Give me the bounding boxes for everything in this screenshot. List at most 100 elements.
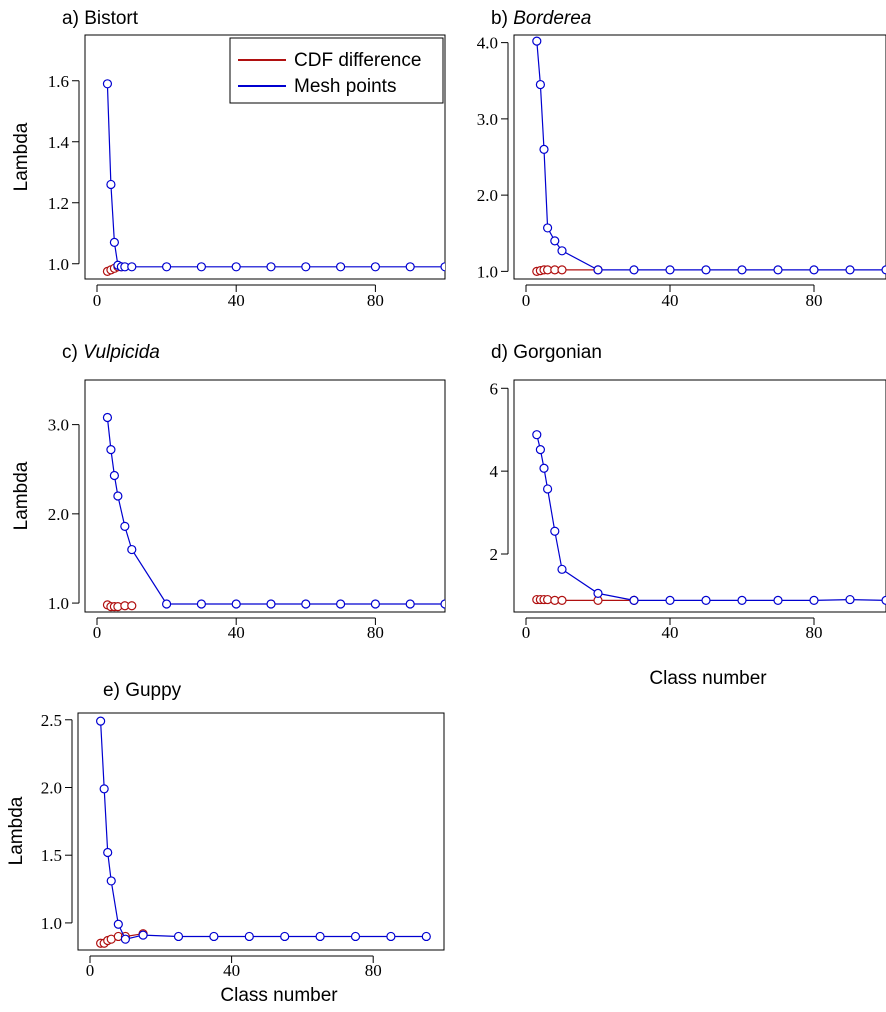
panel-d: d) Gorgonian 0 40 80 2 4 6 Class number xyxy=(490,342,886,689)
mesh-points-point xyxy=(231,599,241,609)
mesh-points-point xyxy=(532,36,542,46)
y-tick-label: 1.6 xyxy=(48,72,69,91)
data-layer xyxy=(532,36,886,276)
mesh-points-point xyxy=(881,265,886,275)
x-tick-label: 80 xyxy=(367,623,384,642)
mesh-points-point xyxy=(701,265,711,275)
x-tick-label: 40 xyxy=(662,291,679,310)
mesh-points-point xyxy=(535,445,546,455)
x-tick-label: 0 xyxy=(522,623,531,642)
mesh-points-point xyxy=(542,484,553,494)
panel-title: c) Vulpicida xyxy=(62,342,160,363)
panel-title-prefix: d) xyxy=(491,342,513,363)
mesh-points-point xyxy=(665,265,675,275)
y-tick-label: 1.0 xyxy=(41,914,62,933)
y-tick-label: 1.0 xyxy=(477,262,498,281)
legend-cdf-label: CDF difference xyxy=(294,50,421,71)
mesh-points-point xyxy=(109,237,120,247)
mesh-points-point xyxy=(315,931,325,942)
mesh-points-point xyxy=(120,934,131,944)
panel-title-name: Guppy xyxy=(125,680,181,701)
data-layer xyxy=(102,79,445,276)
y-tick-label: 2.5 xyxy=(41,711,62,730)
panel-c: c) Vulpicida 0 40 80 1.0 2.0 3.0 Lambda xyxy=(11,342,446,642)
legend-mesh-label: Mesh points xyxy=(294,76,396,97)
mesh-points-point xyxy=(196,599,206,609)
mesh-points-point xyxy=(173,931,184,942)
mesh-points-line xyxy=(106,83,445,268)
panel-title: e) Guppy xyxy=(103,680,182,701)
panel-title-prefix: a) xyxy=(62,8,84,29)
mesh-points-line xyxy=(536,434,886,602)
x-tick-label: 0 xyxy=(93,623,102,642)
mesh-points-point xyxy=(593,265,603,275)
legend: CDF difference Mesh points xyxy=(229,37,444,104)
mesh-points-point xyxy=(196,262,206,272)
plot-frame xyxy=(513,379,886,613)
mesh-points-point xyxy=(106,445,116,455)
mesh-points-point xyxy=(881,595,886,605)
mesh-points-point xyxy=(106,876,116,886)
plot-frame xyxy=(77,712,445,951)
plot-frame xyxy=(84,34,446,280)
mesh-points-point xyxy=(550,236,560,246)
plot-frame xyxy=(513,34,886,280)
mesh-points-point xyxy=(421,931,431,942)
mesh-points-point xyxy=(773,265,783,275)
mesh-points-point xyxy=(280,931,290,942)
mesh-points-point xyxy=(665,595,675,606)
mesh-points-point xyxy=(301,599,311,609)
mesh-points-point xyxy=(386,931,396,942)
y-tick-label: 4 xyxy=(490,462,499,481)
mesh-points-point xyxy=(350,931,361,942)
x-tick-label: 40 xyxy=(228,291,245,310)
legend-box xyxy=(229,37,444,104)
x-tick-label: 80 xyxy=(367,291,384,310)
mesh-points-point xyxy=(532,430,542,440)
mesh-points-point xyxy=(120,521,130,531)
mesh-points-point xyxy=(737,265,747,275)
mesh-points-point xyxy=(102,412,113,423)
mesh-points-point xyxy=(773,595,783,606)
y-tick-label: 2.0 xyxy=(477,186,498,205)
mesh-points-line xyxy=(100,721,427,940)
mesh-points-point xyxy=(593,588,603,598)
mesh-points-point xyxy=(370,599,380,609)
panel-title-name: Borderea xyxy=(513,8,591,29)
x-tick-label: 0 xyxy=(93,291,102,310)
y-axis-label: Lambda xyxy=(11,461,32,530)
mesh-points-point xyxy=(440,599,445,609)
mesh-points-point xyxy=(113,919,123,929)
mesh-points-point xyxy=(127,262,137,272)
y-tick-label: 2 xyxy=(490,545,499,564)
mesh-points-point xyxy=(113,491,123,501)
mesh-points-point xyxy=(106,179,116,190)
y-tick-label: 1.0 xyxy=(48,594,69,613)
mesh-points-point xyxy=(301,262,311,272)
x-axis-label: Class number xyxy=(649,668,767,689)
mesh-points-point xyxy=(809,595,819,606)
mesh-points-point xyxy=(557,246,567,256)
panel-b: b) Borderea 0 40 80 1.0 2.0 3.0 4.0 xyxy=(477,8,886,310)
x-tick-label: 40 xyxy=(662,623,679,642)
mesh-points-point xyxy=(629,265,639,275)
x-tick-label: 40 xyxy=(223,961,240,980)
mesh-points-point xyxy=(845,594,855,605)
mesh-points-point xyxy=(405,262,415,272)
panel-a: a) Bistort 0 40 80 1.0 1.2 1.4 1.6 Lambda xyxy=(11,8,446,310)
mesh-points-point xyxy=(96,716,106,726)
mesh-points-point xyxy=(138,930,148,940)
cdf-difference-point xyxy=(127,601,137,611)
mesh-points-point xyxy=(336,262,346,272)
x-axis-label: Class number xyxy=(220,985,338,1006)
mesh-points-point xyxy=(209,931,219,942)
panel-title-prefix: e) xyxy=(103,680,125,701)
mesh-points-point xyxy=(539,144,549,154)
mesh-points-point xyxy=(102,79,113,89)
mesh-points-point xyxy=(266,262,276,272)
x-tick-label: 80 xyxy=(806,623,823,642)
panel-title: d) Gorgonian xyxy=(491,342,602,363)
mesh-points-point xyxy=(629,595,639,606)
panel-title-prefix: c) xyxy=(62,342,83,363)
